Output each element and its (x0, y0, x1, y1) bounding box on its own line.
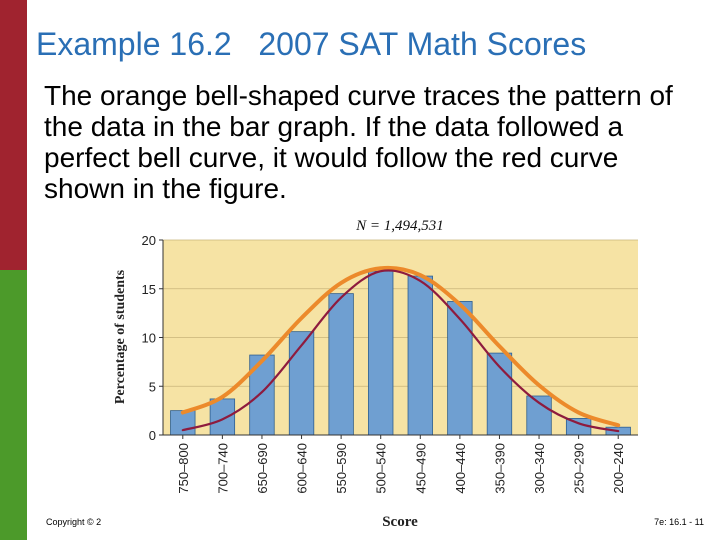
copyright-footer: Copyright © 2 (46, 517, 102, 527)
slide-number: 7e: 16.1 - 11 (654, 517, 704, 527)
y-axis-label: Percentage of students (113, 269, 128, 404)
series-line-orange (180, 265, 621, 428)
y-tick-labels: 0 5 10 15 20 (142, 233, 163, 443)
x-tick-label: 750–800 (176, 443, 191, 494)
x-tick-label: 500–540 (374, 443, 389, 494)
x-tick-labels: 750–800 700–740 650–690 600–640 550–590 500–5… (176, 435, 626, 494)
y-tick-label: 15 (142, 282, 156, 297)
gridlines (163, 239, 638, 387)
x-tick-label: 200–240 (611, 443, 626, 494)
y-tick-label: 0 (149, 428, 156, 443)
x-tick-label: 450–490 (413, 443, 428, 494)
y-tick-label: 10 (142, 331, 156, 346)
x-tick-label: 250–290 (572, 443, 587, 494)
y-tick-label: 5 (149, 379, 156, 394)
x-tick-label: 400–440 (453, 443, 468, 494)
bar-5 (368, 270, 394, 436)
x-tick-label: 350–390 (492, 443, 507, 494)
bar-4 (328, 293, 354, 436)
bar-3 (288, 331, 315, 436)
x-tick-label: 300–340 (532, 443, 547, 494)
x-tick-label: 550–590 (334, 443, 349, 494)
bar-1 (209, 398, 236, 436)
y-tick-label: 20 (142, 233, 156, 248)
x-tick-label: 700–740 (215, 443, 230, 494)
chart-annotation: N = 1,494,531 (355, 218, 444, 234)
bar-6 (407, 275, 433, 436)
series-line-red (181, 269, 620, 433)
slide-title: Example 16.2 2007 SAT Math Scores (36, 26, 587, 62)
x-tick-label: 650–690 (255, 443, 270, 494)
accent-bar-red (0, 0, 27, 270)
slide-body-text: The orange bell-shaped curve traces the … (44, 80, 673, 204)
accent-bar-green (0, 270, 27, 540)
bars (170, 270, 631, 436)
x-tick-label: 600–640 (295, 443, 310, 494)
bar-7 (447, 301, 473, 436)
x-axis-label: Score (382, 514, 418, 530)
